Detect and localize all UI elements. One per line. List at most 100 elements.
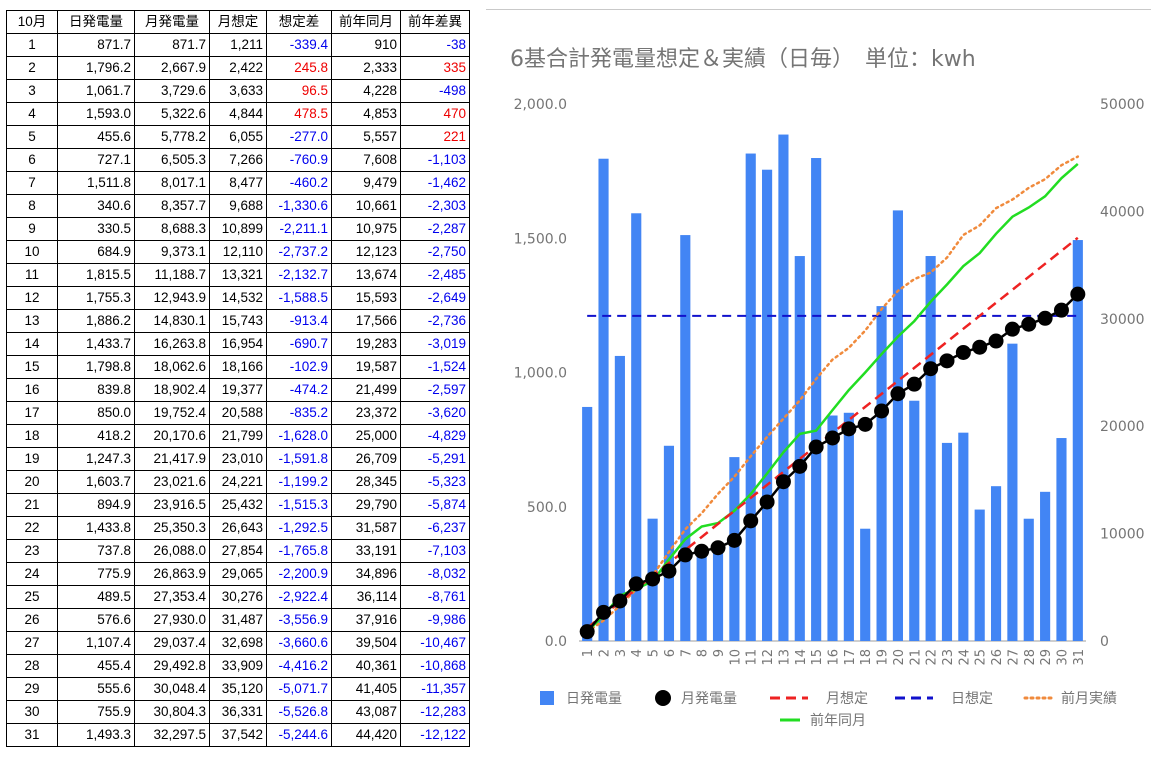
monthly-dot-day-7 (677, 547, 693, 563)
table-row: 13 1,886.2 14,830.1 15,743 -913.4 17,566 -2,73… (6, 309, 470, 333)
table-row: 19 1,247.3 21,417.9 23,010 -1,591.8 26,709 -5,… (6, 447, 470, 471)
cell-day: 3 (6, 79, 58, 103)
cell-target-diff: -2,922.4 (266, 585, 332, 609)
bar-day-13 (778, 134, 789, 641)
cell-day: 11 (6, 263, 58, 287)
cell-monthly-target: 7,266 (209, 148, 267, 172)
cell-monthly-target: 15,743 (209, 309, 267, 333)
cell-prev-year: 36,114 (331, 585, 401, 609)
monthly-dot-day-30 (1053, 302, 1069, 318)
cell-monthly-generation: 29,037.4 (134, 631, 210, 655)
header-prev-year-diff: 前年差異 (400, 10, 470, 34)
cell-prev-year: 44,420 (331, 723, 401, 747)
header-daily-generation: 日発電量 (57, 10, 135, 34)
cell-target-diff: -1,515.3 (266, 493, 332, 517)
cell-prev-year: 4,853 (331, 102, 401, 126)
cell-monthly-generation: 14,830.1 (134, 309, 210, 333)
cell-monthly-target: 18,166 (209, 355, 267, 379)
x-tick-label: 19 (876, 649, 891, 666)
cell-monthly-target: 14,532 (209, 286, 267, 310)
cell-day: 4 (6, 102, 58, 126)
bar-day-21 (909, 400, 920, 641)
cell-monthly-generation: 5,322.6 (134, 102, 210, 126)
cell-prev-year-diff: 470 (400, 102, 470, 126)
monthly-dot-day-22 (923, 361, 939, 377)
cell-target-diff: -2,737.2 (266, 240, 332, 264)
cell-prev-year-diff: -3,620 (400, 401, 470, 425)
x-tick-label: 9 (712, 649, 727, 657)
cell-daily-generation: 871.7 (57, 33, 135, 57)
cell-prev-year: 15,593 (331, 286, 401, 310)
x-tick-label: 18 (859, 649, 874, 666)
cell-daily-generation: 1,815.5 (57, 263, 135, 287)
table-row: 30 755.9 30,804.3 36,331 -5,526.8 43,087 -12,2… (6, 700, 470, 724)
cell-target-diff: -102.9 (266, 355, 332, 379)
cell-day: 10 (6, 240, 58, 264)
x-tick-label: 5 (647, 649, 662, 657)
bar-day-15 (811, 158, 822, 641)
cell-daily-generation: 839.8 (57, 378, 135, 402)
cell-prev-year-diff: -2,485 (400, 263, 470, 287)
bar-day-28 (1023, 518, 1034, 641)
x-tick-label: 16 (827, 649, 842, 666)
y-left-tick-label: 0.0 (545, 634, 567, 650)
header-monthly-generation: 月発電量 (134, 10, 210, 34)
cell-target-diff: 245.8 (266, 56, 332, 80)
cell-prev-year-diff: -12,283 (400, 700, 470, 724)
cell-daily-generation: 576.6 (57, 608, 135, 632)
bar-day-29 (1040, 491, 1051, 641)
cell-target-diff: -4,416.2 (266, 654, 332, 678)
cell-target-diff: -3,660.6 (266, 631, 332, 655)
cell-day: 15 (6, 355, 58, 379)
x-tick-label: 28 (1023, 649, 1038, 666)
x-tick-label: 6 (663, 649, 678, 657)
cell-daily-generation: 1,886.2 (57, 309, 135, 333)
bar-day-31 (1072, 240, 1083, 641)
x-tick-label: 2 (598, 649, 613, 657)
x-tick-label: 7 (679, 649, 694, 657)
table-row: 7 1,511.8 8,017.1 8,477 -460.2 9,479 -1,462 (6, 171, 470, 195)
monthly-dot-day-3 (612, 593, 628, 609)
legend-label-daily-generation: 日発電量 (566, 691, 622, 707)
cell-daily-generation: 755.9 (57, 700, 135, 724)
cell-target-diff: -2,132.7 (266, 263, 332, 287)
monthly-dot-day-16 (825, 430, 840, 446)
cell-monthly-target: 20,588 (209, 401, 267, 425)
cell-day: 9 (6, 217, 58, 241)
cell-day: 29 (6, 677, 58, 701)
monthly-dot-day-6 (661, 563, 677, 579)
cell-daily-generation: 330.5 (57, 217, 135, 241)
cell-monthly-target: 13,321 (209, 263, 267, 287)
cell-monthly-target: 35,120 (209, 677, 267, 701)
cell-monthly-target: 27,854 (209, 539, 267, 563)
bar-day-14 (794, 256, 805, 641)
cell-monthly-target: 8,477 (209, 171, 267, 195)
monthly-generation-dots (579, 286, 1086, 640)
cell-prev-year-diff: -12,122 (400, 723, 470, 747)
generation-chart: 6基合計発電量想定＆実績（日毎） 単位：kwh 0.0 500.0 1,000.0 1… (510, 47, 1145, 729)
cell-monthly-target: 25,432 (209, 493, 267, 517)
cell-prev-year-diff: -498 (400, 79, 470, 103)
x-tick-label: 24 (957, 649, 972, 666)
cell-prev-year: 41,405 (331, 677, 401, 701)
x-tick-label: 15 (810, 649, 825, 666)
table-row: 2 1,796.2 2,667.9 2,422 245.8 2,333 335 (6, 56, 470, 80)
table-row: 5 455.6 5,778.2 6,055 -277.0 5,557 221 (6, 125, 470, 149)
monthly-dot-day-4 (628, 576, 644, 592)
cell-target-diff: -277.0 (266, 125, 332, 149)
x-tick-label: 30 (1055, 649, 1070, 666)
cell-daily-generation: 1,755.3 (57, 286, 135, 310)
y-right-tick-label: 0 (1100, 634, 1109, 650)
monthly-dot-day-2 (596, 604, 612, 620)
cell-target-diff: -5,071.7 (266, 677, 332, 701)
cell-monthly-generation: 5,778.2 (134, 125, 210, 149)
cell-prev-year: 12,123 (331, 240, 401, 264)
table-row: 20 1,603.7 23,021.6 24,221 -1,199.2 28,345 -5,… (6, 470, 470, 494)
cell-monthly-generation: 20,170.6 (134, 424, 210, 448)
cell-daily-generation: 1,107.4 (57, 631, 135, 655)
cell-monthly-generation: 27,930.0 (134, 608, 210, 632)
y-right-tick-label: 30000 (1100, 312, 1145, 328)
cell-monthly-generation: 27,353.4 (134, 585, 210, 609)
legend-swatch-monthly-generation (655, 690, 671, 706)
cell-monthly-target: 36,331 (209, 700, 267, 724)
